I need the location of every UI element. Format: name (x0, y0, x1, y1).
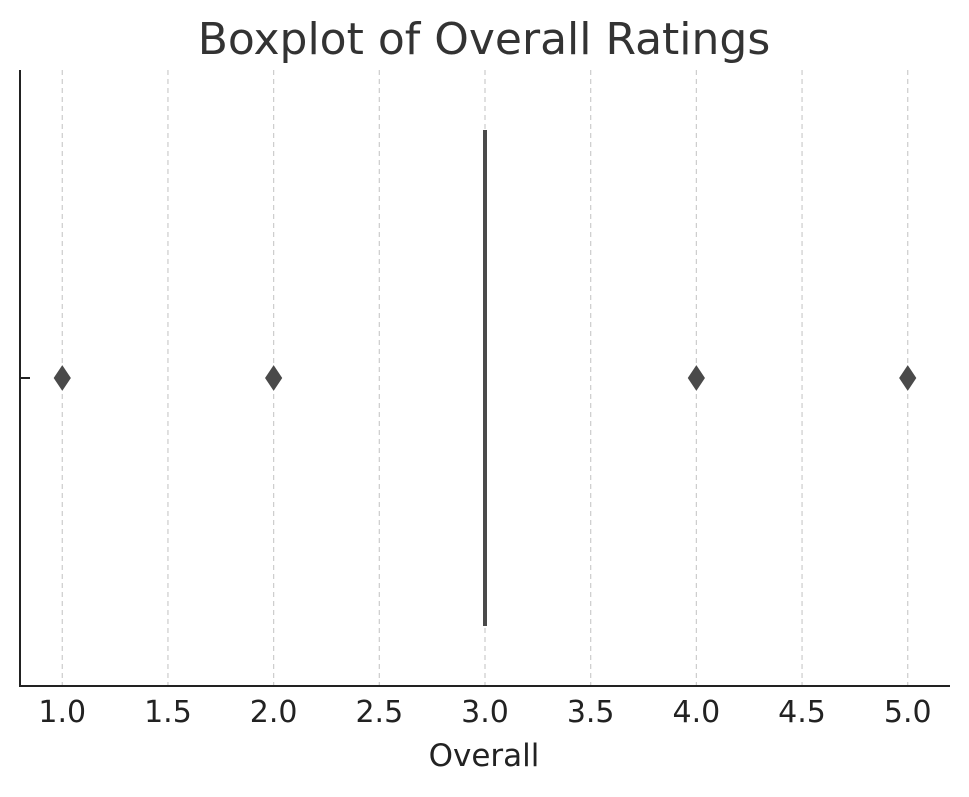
x-tick-label-1.5: 1.5 (144, 695, 192, 730)
outlier-point (265, 365, 283, 391)
x-tick-label-2.0: 2.0 (250, 695, 298, 730)
x-tick-label-2.5: 2.5 (355, 695, 403, 730)
x-tick-label-4.0: 4.0 (673, 695, 721, 730)
x-tick-label-5.0: 5.0 (884, 695, 932, 730)
outlier-point (899, 365, 917, 391)
outlier-point (687, 365, 705, 391)
outlier-point (53, 365, 71, 391)
axes (19, 70, 950, 687)
x-axis-label: Overall (429, 738, 540, 774)
x-tick-label-3.5: 3.5 (567, 695, 615, 730)
outliers (53, 365, 917, 391)
x-tick-label-1.0: 1.0 (38, 695, 86, 730)
chart-title: Boxplot of Overall Ratings (198, 14, 771, 65)
x-tick-label-3.0: 3.0 (461, 695, 509, 730)
x-tick-labels: 1.0 1.5 2.0 2.5 3.0 3.5 4.0 4.5 5.0 (38, 695, 931, 730)
x-tick-label-4.5: 4.5 (778, 695, 826, 730)
